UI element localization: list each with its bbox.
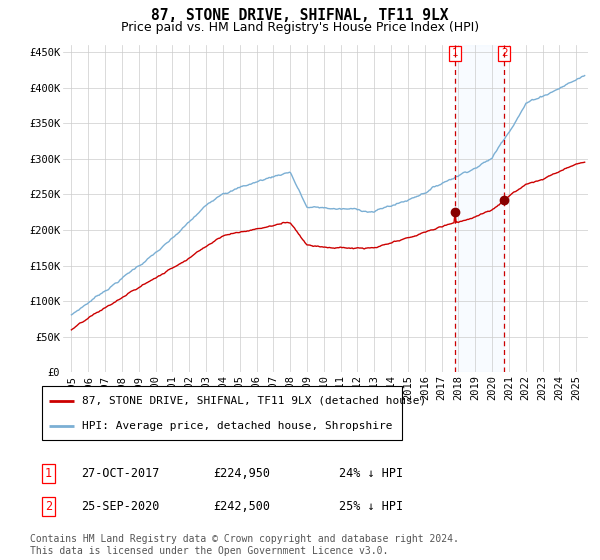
Text: 2: 2 (501, 48, 508, 58)
FancyBboxPatch shape (42, 386, 402, 440)
Text: 1: 1 (452, 48, 459, 58)
Text: 87, STONE DRIVE, SHIFNAL, TF11 9LX (detached house): 87, STONE DRIVE, SHIFNAL, TF11 9LX (deta… (82, 396, 426, 406)
Text: 1: 1 (45, 466, 52, 480)
Text: 27-OCT-2017: 27-OCT-2017 (81, 466, 160, 480)
Text: Contains HM Land Registry data © Crown copyright and database right 2024.
This d: Contains HM Land Registry data © Crown c… (30, 534, 459, 556)
Text: 2: 2 (45, 500, 52, 514)
Text: Price paid vs. HM Land Registry's House Price Index (HPI): Price paid vs. HM Land Registry's House … (121, 21, 479, 34)
Text: £224,950: £224,950 (213, 466, 270, 480)
Text: 87, STONE DRIVE, SHIFNAL, TF11 9LX: 87, STONE DRIVE, SHIFNAL, TF11 9LX (151, 8, 449, 24)
Text: 25-SEP-2020: 25-SEP-2020 (81, 500, 160, 514)
Text: £242,500: £242,500 (213, 500, 270, 514)
Text: 25% ↓ HPI: 25% ↓ HPI (339, 500, 403, 514)
Text: HPI: Average price, detached house, Shropshire: HPI: Average price, detached house, Shro… (82, 421, 392, 431)
Bar (455, 45, 505, 372)
Text: 24% ↓ HPI: 24% ↓ HPI (339, 466, 403, 480)
